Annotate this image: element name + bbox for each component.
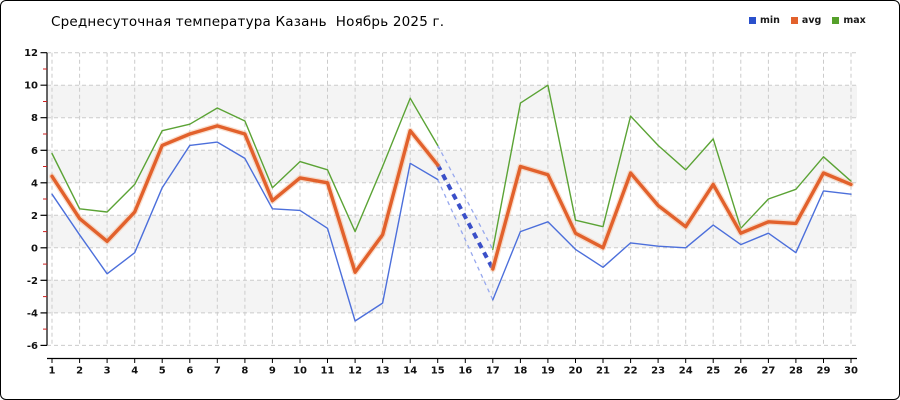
y-tick-label: 6 [31, 146, 38, 157]
legend: min avg max [749, 15, 866, 26]
x-tick-label: 10 [293, 366, 307, 377]
legend-item-avg: avg [790, 15, 822, 26]
y-tick-label: 8 [31, 113, 38, 124]
legend-item-min: min [749, 15, 780, 26]
gap-line-min [437, 179, 494, 301]
forecast-dashed-segment [435, 145, 495, 301]
x-tick-label: 27 [761, 366, 775, 377]
legend-label: min [760, 15, 780, 26]
min-line [51, 141, 439, 322]
y-tick-label: -4 [27, 308, 38, 319]
max-line [51, 97, 439, 233]
x-tick-label: 2 [76, 366, 83, 377]
x-tick-label: 9 [269, 366, 276, 377]
x-tick-label: 3 [104, 366, 111, 377]
min-line [492, 190, 852, 301]
x-tick-label: 26 [734, 366, 748, 377]
x-tick-label: 5 [159, 366, 166, 377]
temperature-lines [49, 84, 854, 322]
legend-item-max: max [832, 15, 866, 26]
x-tick-label: 23 [651, 366, 665, 377]
x-tick-label: 22 [624, 366, 638, 377]
x-tick-label: 13 [376, 366, 390, 377]
y-tick-label: -6 [27, 341, 38, 352]
y-tick-label: -2 [27, 276, 38, 287]
plot-bands [47, 85, 857, 313]
x-tick-label: 12 [348, 366, 362, 377]
y-axis: 12 10 8 6 4 2 0 -2 -4 -6 [24, 48, 48, 352]
legend-swatch-min [749, 17, 756, 24]
x-tick-label: 8 [241, 366, 248, 377]
legend-label: avg [801, 15, 822, 26]
x-tick-label: 6 [186, 366, 193, 377]
y-tick-label: 4 [31, 178, 38, 189]
y-tick-label: 12 [24, 48, 38, 59]
x-tick-label: 20 [569, 366, 583, 377]
gap-line-avg [435, 163, 495, 270]
x-tick-label: 30 [844, 366, 858, 377]
x-tick-label: 14 [403, 366, 417, 377]
x-tick-label: 15 [431, 366, 445, 377]
x-tick-label: 17 [486, 366, 500, 377]
x-axis: 1 2 3 4 5 6 7 8 9 10 11 12 13 14 15 16 17 18 19 20 21 22 23 24 2… [47, 357, 858, 377]
x-tick-label: 28 [789, 366, 803, 377]
y-tick-label: 0 [31, 243, 38, 254]
x-tick-label: 21 [596, 366, 610, 377]
y-tick-label: 10 [24, 81, 38, 92]
chart-title: Среднесуточная температура Казань Ноябрь… [51, 14, 445, 30]
max-line [492, 84, 852, 251]
x-tick-label: 25 [706, 366, 720, 377]
legend-swatch-max [832, 17, 840, 24]
x-tick-label: 29 [817, 366, 831, 377]
x-tick-label: 7 [214, 366, 221, 377]
x-tick-label: 24 [679, 366, 693, 377]
x-tick-label: 16 [458, 366, 472, 377]
avg-line [491, 164, 853, 271]
x-tick-label: 1 [49, 366, 56, 377]
x-tick-label: 11 [321, 366, 335, 377]
avg-line [50, 124, 440, 274]
legend-swatch-avg [790, 17, 798, 24]
grid [47, 52, 857, 346]
gap-line-max [437, 145, 494, 250]
x-tick-label: 19 [541, 366, 555, 377]
legend-label: max [843, 15, 866, 26]
x-tick-label: 4 [131, 366, 138, 377]
y-tick-label: 2 [31, 211, 38, 222]
x-tick-label: 18 [513, 366, 527, 377]
